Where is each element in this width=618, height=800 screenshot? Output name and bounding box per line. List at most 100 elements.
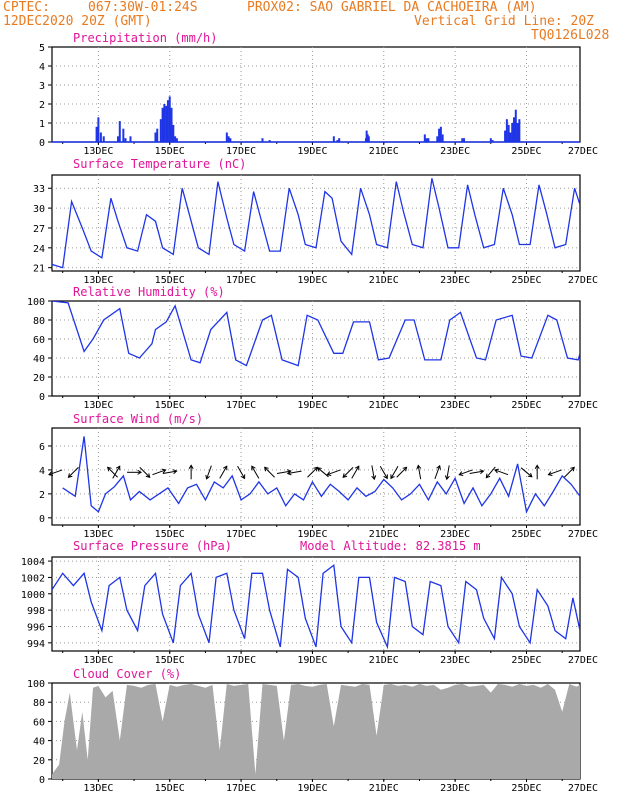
wind-vector-head (390, 474, 395, 480)
temp-xtick-label: 13DEC (83, 275, 113, 286)
pressure-ytick-label: 996 (27, 622, 45, 633)
temp-panel (48, 174, 581, 274)
pressure-xtick-label: 21DEC (369, 655, 399, 666)
precip-bar (514, 109, 517, 142)
wind-vector-head (240, 474, 246, 480)
pressure-xtick-label: 27DEC (568, 655, 598, 666)
header-run-time: 12DEC2020 20Z (GMT) (3, 14, 152, 29)
wind-vector (548, 469, 562, 476)
cloud-xtick-label: 21DEC (369, 783, 399, 794)
wind-vector-head (263, 466, 269, 472)
wind-vector (219, 465, 228, 479)
wind-xtick-label: 23DEC (440, 529, 470, 540)
precip-ytick-label: 2 (39, 100, 45, 111)
precip-title: Precipitation (mm/h) (73, 31, 218, 45)
precip-bar (423, 134, 426, 142)
cloud-ytick-label: 40 (33, 737, 45, 748)
precip-xtick-label: 27DEC (568, 146, 598, 157)
precip-bar (365, 130, 368, 142)
precip-bar (229, 138, 232, 142)
wind-vector (494, 469, 509, 476)
wind-vector (390, 465, 399, 479)
precip-bar (438, 128, 441, 142)
wind-xtick-label: 13DEC (83, 529, 113, 540)
wind-vector (251, 465, 260, 479)
humidity-xtick-label: 27DEC (568, 400, 598, 411)
precip-bar (102, 136, 105, 142)
wind-vector-head (188, 464, 194, 469)
pressure-ytick-label: 1004 (21, 557, 45, 568)
temp-xtick-label: 27DEC (568, 275, 598, 286)
precip-bar (511, 123, 514, 142)
wind-ytick-label: 4 (39, 466, 45, 477)
wind-ytick-label: 0 (39, 514, 45, 525)
precip-bar (124, 138, 127, 142)
header-model: TQ0126L028 (531, 28, 610, 43)
humidity-xtick-label: 19DEC (297, 400, 327, 411)
precip-bar (261, 138, 264, 142)
wind-vector-head (115, 465, 121, 471)
temp-ytick-label: 30 (33, 204, 45, 215)
precip-bar (129, 136, 132, 142)
wind-vector-head (286, 470, 292, 476)
precip-bar (225, 132, 228, 142)
cloud-xtick-label: 25DEC (511, 783, 541, 794)
wind-vector (206, 465, 212, 480)
precip-xtick-label: 23DEC (440, 146, 470, 157)
precip-bar (425, 138, 428, 142)
wind-ytick-label: 2 (39, 490, 45, 501)
wind-vector (152, 469, 166, 476)
wind-vector (371, 465, 375, 480)
pressure-ytick-label: 1000 (21, 590, 45, 601)
pressure-xtick-label: 25DEC (511, 655, 541, 666)
wind-xtick-label: 19DEC (297, 529, 327, 540)
pressure-title: Surface Pressure (hPa) (73, 539, 232, 553)
humidity-ytick-label: 40 (33, 354, 45, 365)
precip-ytick-label: 0 (39, 138, 45, 149)
wind-vector-head (534, 464, 540, 469)
precip-bar (118, 121, 121, 142)
temp-xtick-label: 17DEC (226, 275, 256, 286)
wind-vector-head (172, 469, 178, 475)
cloud-xtick-label: 23DEC (440, 783, 470, 794)
precip-bar (463, 138, 466, 142)
pressure-panel (48, 556, 581, 654)
wind-vector-head (444, 475, 450, 481)
wind-vector-head (436, 464, 441, 470)
wind-vector-head (161, 468, 167, 474)
chart-header: CPTEC: 067:30W-01:24S PROX02: SAO GABRIE… (0, 0, 618, 46)
wind-vector (469, 470, 484, 475)
precip-bar (505, 119, 508, 142)
precip-panel (48, 46, 581, 145)
wind-vector-head (205, 474, 211, 480)
humidity-xtick-label: 17DEC (226, 400, 256, 411)
wind-panel (48, 427, 581, 528)
cloud-xtick-label: 19DEC (297, 783, 327, 794)
wind-vector (68, 467, 79, 478)
wind-vector-head (145, 473, 151, 478)
humidity-ytick-label: 80 (33, 316, 45, 327)
wind-vector (379, 465, 388, 479)
wind-vector-head (570, 466, 575, 472)
pressure-ytick-label: 1002 (21, 573, 45, 584)
precip-ytick-label: 1 (39, 119, 45, 130)
wind-xtick-label: 17DEC (226, 529, 256, 540)
wind-vector-head (479, 469, 485, 475)
wind-vector (264, 467, 275, 478)
precip-xtick-label: 15DEC (155, 146, 185, 157)
wind-vector (351, 465, 360, 479)
wind-vector-head (494, 468, 499, 474)
wind-vector-head (326, 471, 332, 476)
wind-vector (446, 465, 450, 480)
precip-bar (489, 138, 492, 142)
precip-ytick-label: 4 (39, 62, 45, 73)
wind-vector (417, 465, 422, 480)
precip-bar (122, 128, 125, 142)
wind-vector (48, 469, 63, 476)
wind-xtick-label: 15DEC (155, 529, 185, 540)
precip-bar (332, 136, 335, 142)
pressure-ytick-label: 994 (27, 639, 45, 650)
temp-ytick-label: 24 (33, 244, 45, 255)
precip-bar (227, 136, 230, 142)
